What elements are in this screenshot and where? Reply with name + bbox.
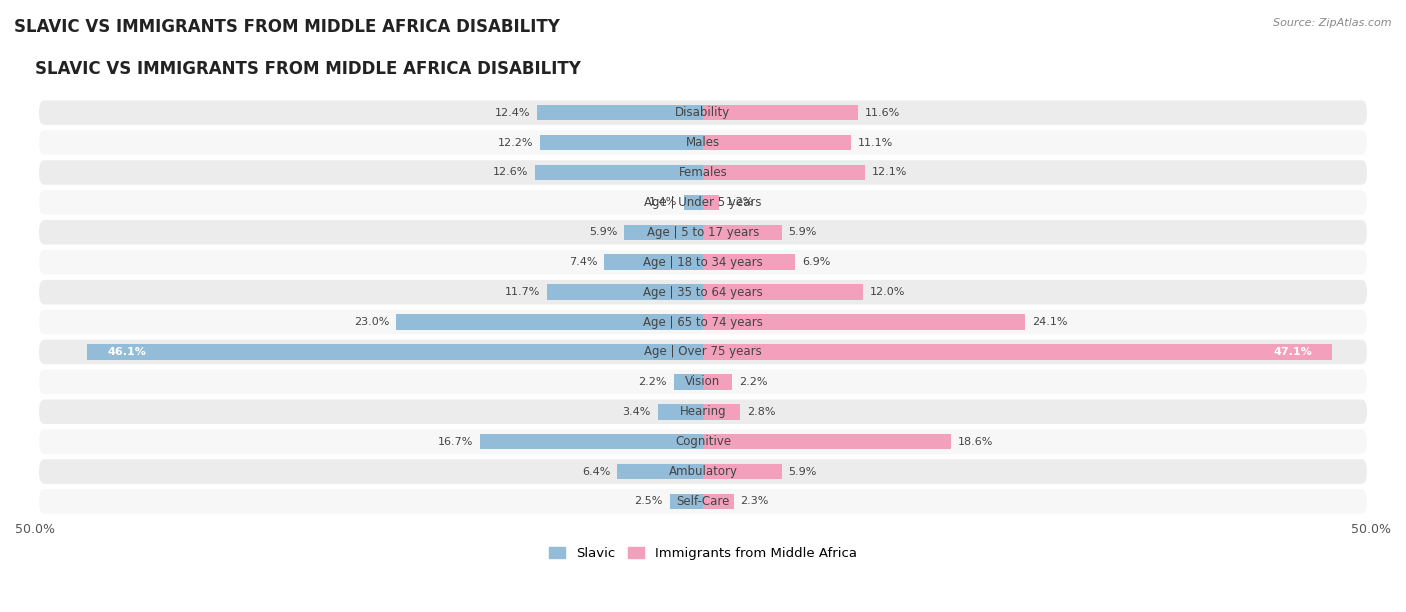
Text: 18.6%: 18.6% bbox=[957, 437, 994, 447]
Bar bbox=[703, 225, 782, 240]
Text: Females: Females bbox=[679, 166, 727, 179]
Text: Age | 35 to 64 years: Age | 35 to 64 years bbox=[643, 286, 763, 299]
Text: 12.4%: 12.4% bbox=[495, 108, 530, 118]
Text: 23.0%: 23.0% bbox=[354, 317, 389, 327]
Text: 24.1%: 24.1% bbox=[1032, 317, 1067, 327]
Bar bbox=[703, 494, 734, 509]
Text: Vision: Vision bbox=[685, 375, 721, 389]
Text: 1.4%: 1.4% bbox=[650, 198, 678, 207]
Bar bbox=[703, 404, 741, 420]
Text: Hearing: Hearing bbox=[679, 405, 727, 418]
Bar bbox=[540, 135, 703, 151]
Bar bbox=[703, 344, 1333, 360]
Text: 5.9%: 5.9% bbox=[789, 227, 817, 237]
Bar bbox=[703, 434, 952, 449]
Text: 11.6%: 11.6% bbox=[865, 108, 900, 118]
Text: 16.7%: 16.7% bbox=[437, 437, 474, 447]
Text: Age | 18 to 34 years: Age | 18 to 34 years bbox=[643, 256, 763, 269]
Bar bbox=[673, 374, 703, 390]
FancyBboxPatch shape bbox=[39, 160, 1367, 185]
Legend: Slavic, Immigrants from Middle Africa: Slavic, Immigrants from Middle Africa bbox=[550, 547, 856, 560]
Text: Source: ZipAtlas.com: Source: ZipAtlas.com bbox=[1274, 18, 1392, 28]
FancyBboxPatch shape bbox=[39, 370, 1367, 394]
Text: 12.1%: 12.1% bbox=[872, 168, 907, 177]
Bar bbox=[685, 195, 703, 210]
FancyBboxPatch shape bbox=[39, 100, 1367, 125]
Bar bbox=[703, 255, 796, 270]
Bar bbox=[669, 494, 703, 509]
Bar bbox=[703, 165, 865, 181]
FancyBboxPatch shape bbox=[39, 400, 1367, 424]
Text: 2.8%: 2.8% bbox=[747, 407, 776, 417]
Text: 2.2%: 2.2% bbox=[740, 377, 768, 387]
Bar bbox=[395, 314, 703, 330]
Text: SLAVIC VS IMMIGRANTS FROM MIDDLE AFRICA DISABILITY: SLAVIC VS IMMIGRANTS FROM MIDDLE AFRICA … bbox=[14, 18, 560, 36]
Bar bbox=[658, 404, 703, 420]
FancyBboxPatch shape bbox=[39, 220, 1367, 245]
Text: Age | Under 5 years: Age | Under 5 years bbox=[644, 196, 762, 209]
Text: Age | 5 to 17 years: Age | 5 to 17 years bbox=[647, 226, 759, 239]
Bar bbox=[537, 105, 703, 121]
Text: 12.6%: 12.6% bbox=[492, 168, 529, 177]
Bar bbox=[617, 464, 703, 479]
Text: 11.7%: 11.7% bbox=[505, 287, 540, 297]
Bar bbox=[703, 135, 851, 151]
Text: Ambulatory: Ambulatory bbox=[668, 465, 738, 478]
Text: 6.4%: 6.4% bbox=[582, 466, 610, 477]
Text: SLAVIC VS IMMIGRANTS FROM MIDDLE AFRICA DISABILITY: SLAVIC VS IMMIGRANTS FROM MIDDLE AFRICA … bbox=[35, 60, 581, 78]
Text: Age | Over 75 years: Age | Over 75 years bbox=[644, 345, 762, 359]
FancyBboxPatch shape bbox=[39, 489, 1367, 513]
Bar bbox=[703, 314, 1025, 330]
Bar bbox=[703, 105, 858, 121]
Bar bbox=[703, 464, 782, 479]
FancyBboxPatch shape bbox=[39, 460, 1367, 484]
Bar bbox=[605, 255, 703, 270]
Text: 12.0%: 12.0% bbox=[870, 287, 905, 297]
Text: 7.4%: 7.4% bbox=[569, 257, 598, 267]
Text: Males: Males bbox=[686, 136, 720, 149]
Text: 3.4%: 3.4% bbox=[623, 407, 651, 417]
Bar bbox=[534, 165, 703, 181]
Bar bbox=[703, 374, 733, 390]
Text: 1.2%: 1.2% bbox=[725, 198, 754, 207]
Text: Age | 65 to 74 years: Age | 65 to 74 years bbox=[643, 316, 763, 329]
FancyBboxPatch shape bbox=[39, 280, 1367, 304]
Text: 2.5%: 2.5% bbox=[634, 496, 662, 507]
FancyBboxPatch shape bbox=[39, 340, 1367, 364]
FancyBboxPatch shape bbox=[39, 430, 1367, 454]
Text: 6.9%: 6.9% bbox=[801, 257, 830, 267]
Bar bbox=[547, 285, 703, 300]
FancyBboxPatch shape bbox=[39, 250, 1367, 275]
Text: 11.1%: 11.1% bbox=[858, 138, 893, 147]
FancyBboxPatch shape bbox=[39, 310, 1367, 334]
Text: 5.9%: 5.9% bbox=[789, 466, 817, 477]
Text: Disability: Disability bbox=[675, 106, 731, 119]
Bar bbox=[703, 285, 863, 300]
Text: 5.9%: 5.9% bbox=[589, 227, 617, 237]
Bar bbox=[87, 344, 703, 360]
Text: 47.1%: 47.1% bbox=[1274, 347, 1312, 357]
Bar bbox=[479, 434, 703, 449]
Bar bbox=[624, 225, 703, 240]
Text: Cognitive: Cognitive bbox=[675, 435, 731, 448]
Text: 12.2%: 12.2% bbox=[498, 138, 533, 147]
Bar bbox=[703, 195, 718, 210]
FancyBboxPatch shape bbox=[39, 190, 1367, 215]
Text: 2.3%: 2.3% bbox=[741, 496, 769, 507]
Text: 46.1%: 46.1% bbox=[107, 347, 146, 357]
FancyBboxPatch shape bbox=[39, 130, 1367, 155]
Text: Self-Care: Self-Care bbox=[676, 495, 730, 508]
Text: 2.2%: 2.2% bbox=[638, 377, 666, 387]
